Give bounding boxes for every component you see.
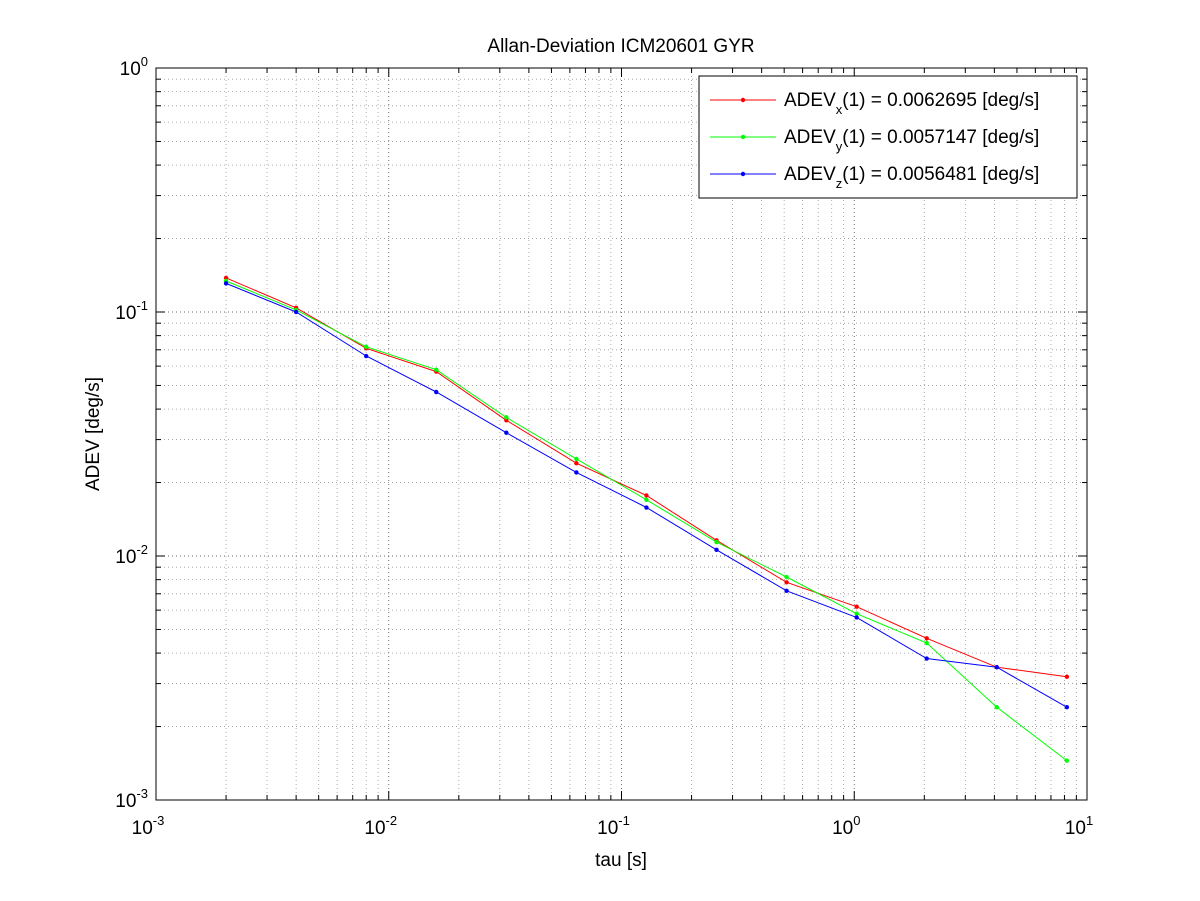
legend-marker-y: [740, 134, 746, 140]
data-point-x: [574, 461, 579, 466]
data-point-x: [223, 275, 229, 281]
x-tick-base: 10: [597, 818, 618, 839]
data-point-y: [434, 367, 439, 372]
legend-label-subscript: x: [836, 102, 843, 117]
data-point-x: [854, 604, 859, 609]
y-tick-base: 10: [120, 59, 141, 80]
data-point-z: [714, 547, 719, 553]
legend-marker-z: [740, 171, 746, 177]
y-tick-label: 10-3: [115, 786, 148, 812]
x-tick-label: 101: [1065, 813, 1093, 839]
data-point-z: [223, 281, 229, 286]
data-point-y: [644, 497, 649, 502]
data-point-y: [714, 539, 719, 545]
legend-label-main: ADEV: [784, 164, 836, 185]
x-tick-base: 10: [832, 818, 853, 839]
legend-label-subscript: y: [836, 139, 843, 154]
x-tick-base: 10: [132, 818, 153, 839]
data-point-y: [1064, 758, 1070, 763]
x-tick-base: 10: [1065, 818, 1086, 839]
data-series: [223, 275, 1070, 763]
y-tick-label: 10-2: [115, 542, 148, 568]
data-point-z: [574, 470, 579, 475]
y-tick-exponent: 0: [141, 54, 148, 69]
data-point-y: [854, 611, 859, 616]
legend-label-x: ADEVx(1) = 0.0062695 [deg/s]: [784, 90, 1039, 117]
x-tick-exponent: -2: [386, 813, 398, 828]
y-tick-base: 10: [115, 547, 136, 568]
legend-label-z: ADEVz(1) = 0.0056481 [deg/s]: [784, 164, 1039, 191]
x-tick-exponent: 1: [1086, 813, 1093, 828]
legend-label-value: (1) = 0.0062695 [deg/s]: [842, 90, 1039, 111]
x-tick-label: 100: [832, 813, 860, 839]
data-point-z: [854, 615, 859, 620]
x-tick-exponent: -3: [153, 813, 165, 828]
legend-marker-x: [740, 97, 746, 103]
legend-label-main: ADEV: [784, 90, 836, 111]
series-y: [223, 278, 1070, 763]
legend-label-main: ADEV: [784, 127, 836, 148]
x-tick-label: 10-1: [597, 813, 630, 839]
legend-label-y: ADEVy(1) = 0.0057147 [deg/s]: [784, 127, 1039, 154]
y-axis-label: ADEV [deg/s]: [83, 377, 104, 491]
legend-label-value: (1) = 0.0057147 [deg/s]: [842, 127, 1039, 148]
y-tick-label: 100: [120, 54, 148, 80]
data-point-x: [784, 580, 789, 585]
x-tick-exponent: -1: [618, 813, 630, 828]
data-point-z: [504, 430, 509, 435]
data-point-y: [363, 344, 369, 350]
y-tick-label: 10-1: [115, 298, 148, 324]
x-axis-label: tau [s]: [595, 850, 647, 871]
x-tick-exponent: 0: [853, 813, 860, 828]
y-tick-exponent: -2: [136, 542, 148, 557]
data-point-y: [784, 574, 789, 580]
x-tick-label: 10-2: [364, 813, 397, 839]
y-tick-base: 10: [115, 303, 136, 324]
chart-title: Allan-Deviation ICM20601 GYR: [487, 36, 754, 57]
data-point-z: [784, 588, 789, 594]
data-point-x: [644, 493, 649, 498]
x-tick-base: 10: [364, 818, 385, 839]
legend: ADEVx(1) = 0.0062695 [deg/s]ADEVy(1) = 0…: [698, 75, 1078, 199]
data-point-x: [924, 636, 929, 641]
y-tick-exponent: -1: [136, 298, 148, 313]
y-tick-exponent: -3: [136, 786, 148, 801]
legend-label-subscript: z: [836, 176, 843, 191]
y-tick-base: 10: [115, 791, 136, 812]
data-point-x: [1064, 674, 1070, 679]
legend-label-value: (1) = 0.0056481 [deg/s]: [842, 164, 1039, 185]
series-z: [223, 281, 1070, 710]
data-point-y: [504, 415, 509, 420]
data-point-z: [644, 505, 649, 510]
data-point-y: [994, 705, 999, 710]
data-point-z: [363, 353, 369, 359]
data-point-z: [1064, 705, 1070, 710]
data-point-z: [924, 656, 929, 661]
data-point-y: [574, 456, 579, 462]
data-point-z: [434, 389, 439, 395]
data-point-z: [994, 665, 999, 670]
data-point-z: [293, 309, 299, 315]
data-point-y: [924, 640, 929, 646]
x-tick-label: 10-3: [132, 813, 165, 839]
